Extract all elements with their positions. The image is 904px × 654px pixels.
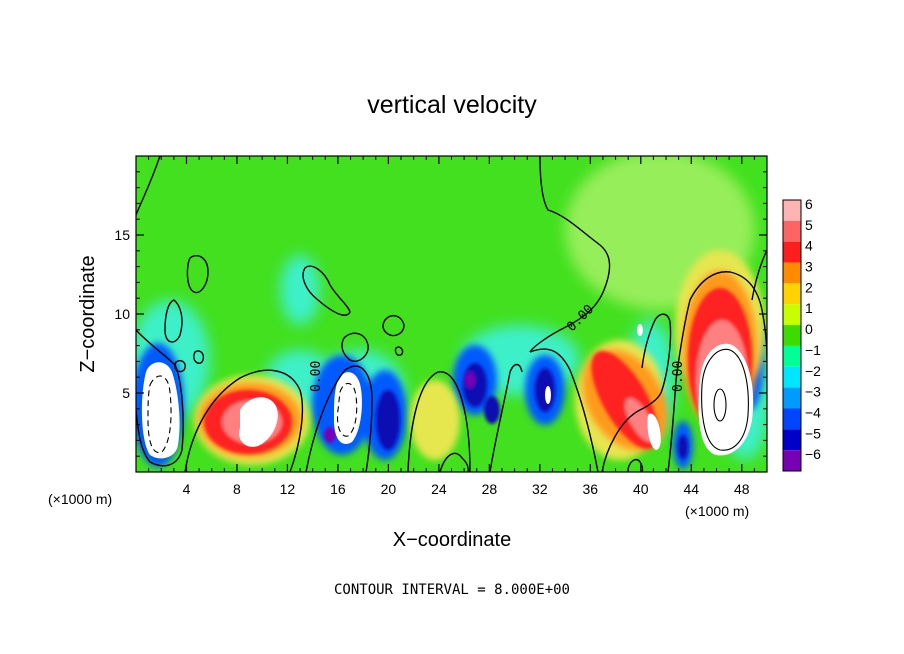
contour-line	[336, 382, 358, 437]
contour-lines-negative	[147, 375, 358, 454]
x-unit-left: (×1000 m)	[48, 491, 112, 507]
contour-line	[394, 346, 404, 357]
x-tick-label: 24	[431, 481, 447, 497]
contour-line	[302, 265, 351, 316]
contour-line	[305, 365, 373, 472]
colorbar-label: 4	[805, 238, 813, 254]
x-tick-label: 40	[633, 481, 649, 497]
colorbar-label: 1	[805, 300, 813, 316]
x-tick-label: 12	[280, 481, 296, 497]
x-tick-label: 20	[381, 481, 397, 497]
contour-line	[341, 332, 369, 362]
heatmap-saturated-core	[141, 362, 180, 459]
colorbar-label: −6	[805, 446, 821, 462]
contour-line	[489, 363, 523, 472]
colorbar: 6 5 4 3 2 1 0 −1 −2 −3 −4 −5 −6	[782, 196, 821, 472]
contour-interval-footer: CONTOUR INTERVAL = 8.000E+00	[334, 582, 570, 598]
x-tick-label: 8	[233, 481, 241, 497]
contour-line	[174, 360, 186, 373]
colorbar-swatch	[783, 304, 801, 326]
heatmap-region	[624, 397, 656, 443]
heatmap-saturated-core	[239, 397, 278, 447]
colorbar-swatch	[783, 241, 801, 263]
contour-line	[184, 369, 304, 472]
contour-line	[439, 452, 469, 472]
x-axis-title: X−coordinate	[393, 529, 511, 551]
heatmap-saturated-core	[545, 386, 551, 404]
contour-line	[136, 156, 161, 216]
contour-line	[701, 348, 749, 451]
x-axis: 4 8 12 16 20 24 28 32 36 40 44 48	[148, 156, 755, 497]
contour-label: 0.00	[671, 361, 686, 392]
heatmap-region	[535, 368, 555, 412]
x-unit-right: (×1000 m)	[685, 503, 749, 519]
heatmap-region	[484, 396, 500, 424]
contour-line	[601, 313, 672, 472]
contour-line	[627, 458, 644, 472]
heatmap-region	[280, 255, 320, 325]
contour-line	[407, 371, 471, 472]
colorbar-label: 2	[805, 279, 813, 295]
contour-line	[147, 375, 172, 454]
colorbar-label: −2	[805, 363, 821, 379]
colorbar-label: 0	[805, 321, 813, 337]
y-axis: 5 10 15	[114, 171, 767, 457]
colorbar-swatch	[783, 345, 801, 367]
contour-lines-inner	[701, 348, 749, 451]
colorbar-swatch	[783, 450, 801, 471]
contour-line	[186, 254, 209, 294]
colorbar-label: 6	[805, 196, 813, 212]
heatmap-region	[376, 390, 400, 450]
heatmap-region	[465, 372, 475, 388]
colorbar-label: 5	[805, 217, 813, 233]
contour-lines	[136, 156, 767, 472]
colorbar-frame	[782, 199, 802, 472]
contour-line	[193, 350, 205, 364]
colorbar-swatch	[783, 429, 801, 451]
contour-line	[667, 271, 767, 472]
contour-line	[751, 249, 767, 301]
colorbar-swatch	[783, 200, 801, 221]
heatmap-region	[410, 380, 460, 460]
y-tick-label: 10	[114, 306, 130, 322]
y-tick-label: 15	[114, 227, 130, 243]
contour-line	[382, 315, 405, 337]
contour-line	[164, 299, 183, 343]
x-tick-label: 4	[183, 481, 191, 497]
colorbar-label: 3	[805, 259, 813, 275]
colorbar-swatch	[783, 408, 801, 430]
x-tick-label: 28	[482, 481, 498, 497]
heatmap-saturated-core	[637, 324, 643, 336]
x-tick-label: 32	[532, 481, 548, 497]
colorbar-label: −1	[805, 342, 821, 358]
x-tick-label: 48	[734, 481, 750, 497]
colorbar-swatch	[783, 366, 801, 388]
colorbar-swatch	[783, 283, 801, 305]
chart-title: vertical velocity	[367, 91, 537, 119]
contour-label: 0.00	[309, 361, 324, 392]
x-tick-label: 44	[683, 481, 699, 497]
x-tick-label: 16	[330, 481, 346, 497]
colorbar-swatch	[783, 220, 801, 242]
y-tick-label: 5	[122, 385, 130, 401]
heatmap-saturated-core	[647, 413, 661, 450]
contour-line	[529, 348, 599, 472]
contour-line	[529, 156, 611, 353]
colorbar-swatch	[783, 325, 801, 346]
heatmap-field: 0.00 0.00 0.00	[136, 156, 767, 472]
heatmap-region	[678, 435, 688, 459]
x-tick-label: 36	[583, 481, 599, 497]
heatmap-region	[324, 427, 336, 443]
y-axis-title: Z−coordinate	[77, 255, 99, 372]
colorbar-label: −5	[805, 425, 821, 441]
contour-line	[136, 329, 184, 467]
colorbar-swatch	[783, 262, 801, 284]
colorbar-swatch	[783, 387, 801, 409]
colorbar-label: −4	[805, 404, 821, 420]
colorbar-label: −3	[805, 384, 821, 400]
contour-line	[713, 388, 727, 422]
